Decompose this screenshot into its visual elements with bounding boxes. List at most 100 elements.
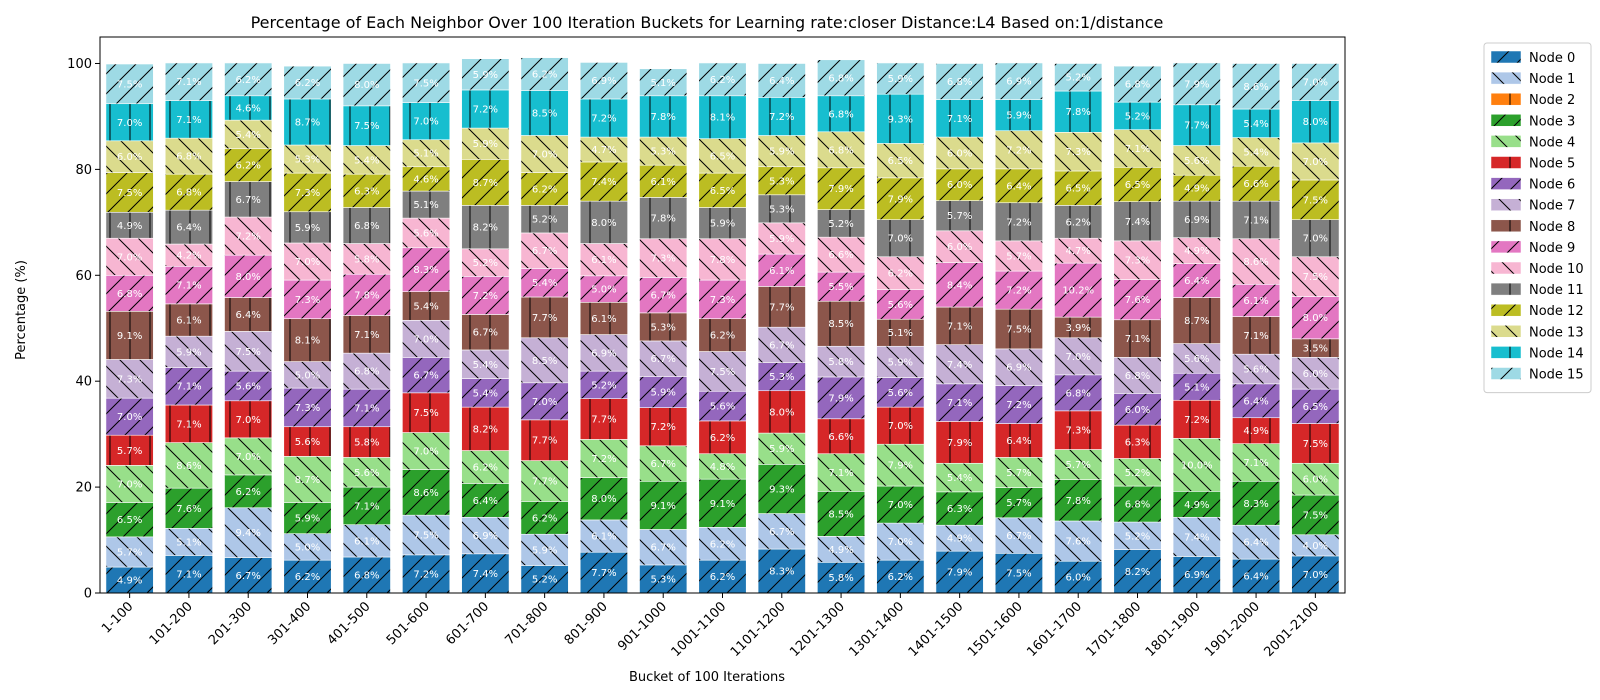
data-label: 5.4% — [947, 473, 972, 484]
data-label: 5.7% — [1006, 468, 1031, 479]
bar-segment-node-9-1401-1500 — [935, 262, 984, 308]
bar-segment-node-3-901-1000 — [639, 480, 688, 530]
data-label: 6.7% — [651, 291, 676, 302]
bar-segment-node-8-401-500 — [342, 315, 391, 354]
data-label: 6.2% — [532, 513, 557, 524]
data-label: 6.1% — [651, 177, 676, 188]
data-label: 7.1% — [176, 570, 201, 581]
bar-stack-501-600: 7.2% 7.5% 8.6% 7.0% 7.5% 6.7% 7.0% 5.4% 8.3% 5.6%… — [402, 62, 451, 594]
data-label: 5.4% — [473, 360, 498, 371]
data-label: 6.4% — [1243, 396, 1268, 407]
data-label: 5.2% — [1125, 531, 1150, 542]
bar-segment-node-11-801-900 — [579, 200, 628, 244]
bar-segment-node-4-701-800 — [520, 460, 569, 502]
legend-label: Node 9 — [1529, 241, 1575, 256]
bar-segment-node-12-301-400 — [283, 172, 332, 213]
data-label: 6.0% — [1303, 475, 1328, 486]
bar-segment-node-5-1401-1500 — [935, 421, 984, 464]
x-axis: 1-100 101-200 201-300 301-400 401-500 501-600… — [99, 593, 1322, 660]
bar-segment-node-11-301-400 — [283, 211, 332, 244]
data-label: 7.5% — [1006, 569, 1031, 580]
x-axis-label: Bucket of 100 Iterations — [629, 670, 785, 685]
data-label: 4.9% — [117, 221, 142, 232]
bar-segment-node-3-2001-2100 — [1291, 494, 1340, 536]
bar-segment-node-11-1-100 — [105, 211, 154, 239]
data-label: 4.0% — [1303, 541, 1328, 552]
legend-item-node-9: Node 9 — [1490, 240, 1575, 256]
bar-segment-node-1-1501-1600 — [994, 517, 1043, 554]
x-tick-label: 1501-1600 — [965, 599, 1026, 660]
bar-segment-node-3-1101-1200 — [757, 464, 806, 514]
bar-segment-node-10-301-400 — [283, 242, 332, 281]
bar-segment-node-4-1901-2000 — [1232, 443, 1281, 482]
bar-segment-node-4-1301-1400 — [876, 443, 925, 487]
data-label: 7.2% — [591, 454, 616, 465]
data-label: 9.1% — [710, 499, 735, 510]
bar-segment-node-15-1301-1400 — [876, 62, 925, 95]
data-label: 6.5% — [710, 151, 735, 162]
bar-segment-node-9-1601-1700 — [1054, 262, 1103, 318]
bar-segment-node-8-1801-1900 — [1172, 297, 1221, 344]
data-label: 7.1% — [1243, 215, 1268, 226]
data-label: 5.2% — [532, 575, 557, 586]
bar-segment-node-6-201-300 — [224, 370, 273, 402]
data-label: 8.5% — [532, 356, 557, 367]
data-label: 6.9% — [1184, 215, 1209, 226]
data-label: 5.6% — [710, 402, 735, 413]
data-label: 7.9% — [888, 194, 913, 205]
data-label: 7.3% — [295, 295, 320, 306]
bar-segment-node-3-1301-1400 — [876, 485, 925, 524]
data-label: 6.3% — [947, 504, 972, 515]
data-label: 8.3% — [769, 567, 794, 578]
data-label: 6.9% — [473, 531, 498, 542]
data-label: 6.4% — [1184, 276, 1209, 287]
bar-stack-301-400: 6.2% 5.0% 5.9% 8.7% 5.6% 7.3% 5.0% 8.1% 7.3% 7.0%… — [283, 65, 332, 594]
bar-segment-node-0-1201-1300 — [817, 561, 866, 594]
data-label: 5.5% — [828, 282, 853, 293]
data-label: 7.0% — [532, 397, 557, 408]
data-label: 5.6% — [1184, 354, 1209, 365]
data-label: 8.0% — [591, 494, 616, 505]
data-label: 6.4% — [769, 76, 794, 87]
data-label: 6.8% — [828, 145, 853, 156]
data-label: 7.1% — [176, 77, 201, 88]
x-tick-label: 1101-1200 — [728, 599, 789, 660]
y-tick-label: 100 — [67, 57, 92, 72]
legend-label: Node 4 — [1529, 135, 1575, 150]
bar-segment-node-5-801-900 — [579, 398, 628, 440]
data-label: 5.9% — [176, 347, 201, 358]
bar-segment-node-13-1701-1800 — [1113, 129, 1162, 168]
bar-segment-node-11-601-700 — [461, 205, 510, 250]
x-tick-label: 901-1000 — [615, 599, 670, 654]
y-tick-label: 40 — [75, 375, 92, 390]
data-label: 4.8% — [710, 462, 735, 473]
bar-segment-node-0-1601-1700 — [1054, 560, 1103, 594]
bar-segment-node-14-1001-1100 — [698, 95, 747, 139]
bar-segment-node-1-1301-1400 — [876, 522, 925, 561]
data-label: 5.4% — [236, 130, 261, 141]
data-label: 7.9% — [888, 461, 913, 472]
bar-segment-node-15-901-1000 — [639, 68, 688, 97]
bar-segment-node-4-1101-1200 — [757, 432, 806, 465]
legend-label: Node 1 — [1529, 72, 1575, 87]
bar-segment-node-13-1501-1600 — [994, 130, 1043, 170]
bar-segment-node-4-301-400 — [283, 456, 332, 503]
data-label: 8.4% — [947, 280, 972, 291]
data-label: 8.6% — [176, 461, 201, 472]
bar-segment-node-5-1501-1600 — [994, 423, 1043, 458]
data-label: 8.0% — [1303, 313, 1328, 324]
legend-label: Node 10 — [1529, 262, 1584, 277]
data-label: 6.8% — [828, 109, 853, 120]
data-label: 7.5% — [1006, 325, 1031, 336]
bar-segment-node-12-1101-1200 — [757, 166, 806, 196]
bar-segment-node-11-1901-2000 — [1232, 200, 1281, 240]
bar-segment-node-15-401-500 — [342, 63, 391, 107]
data-label: 6.2% — [710, 331, 735, 342]
data-label: 7.0% — [888, 234, 913, 245]
data-label: 6.0% — [947, 242, 972, 253]
data-label: 6.8% — [354, 367, 379, 378]
bar-segment-node-4-501-600 — [402, 432, 451, 470]
data-label: 5.9% — [769, 147, 794, 158]
bar-segment-node-12-801-900 — [579, 161, 628, 202]
